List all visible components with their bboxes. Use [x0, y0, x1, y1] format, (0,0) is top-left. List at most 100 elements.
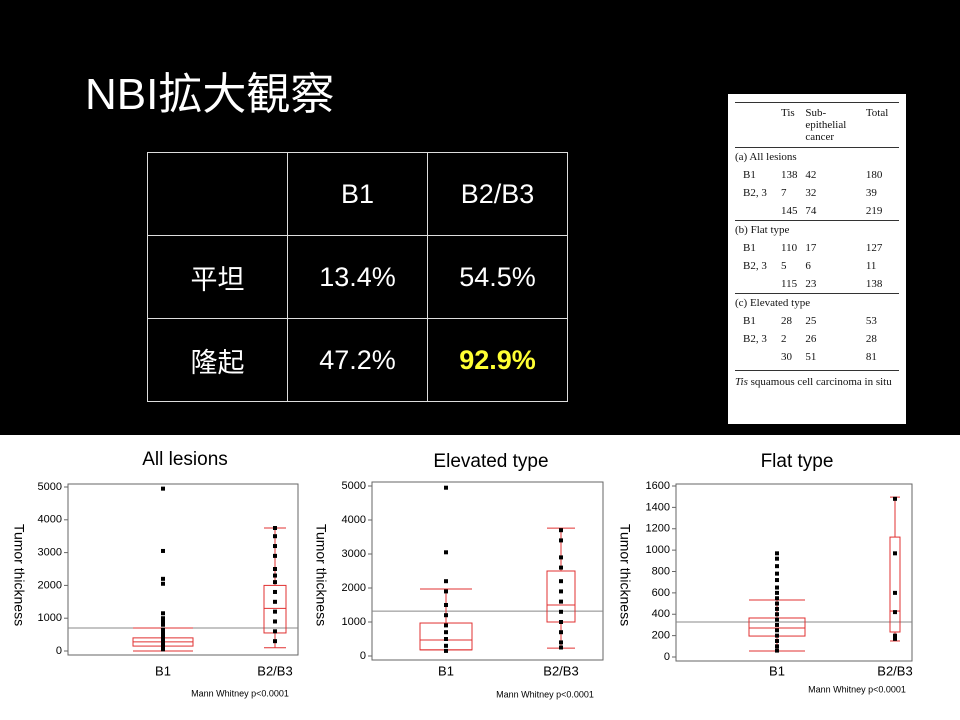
data-point: [273, 553, 277, 558]
data-point: [893, 496, 897, 501]
y-tick-label: 5000: [38, 481, 62, 493]
section-row: (a) All lesions: [735, 148, 899, 167]
data-point: [559, 528, 563, 533]
data-point: [444, 579, 448, 584]
y-axis-label: Tumor thickness: [617, 524, 633, 626]
cell: 54.5%: [427, 235, 568, 319]
data-point: [273, 619, 277, 624]
data-point: [775, 571, 779, 576]
inset-cell: 138: [865, 278, 883, 290]
y-tick-label: 200: [652, 630, 670, 642]
inset-header: Tis Sub- epithelial cancer Total: [735, 102, 899, 148]
data-point: [273, 589, 277, 594]
inset-col: Sub- epithelial cancer: [805, 102, 866, 148]
section-title: (c) Elevated type: [735, 293, 899, 312]
inset-table: Tis Sub- epithelial cancer Total (a) All le…: [728, 94, 906, 424]
data-point: [444, 643, 448, 648]
inset-cell: 180: [865, 169, 883, 181]
inset-cell: 30: [781, 351, 792, 363]
data-point: [559, 630, 563, 635]
inset-row: B2, 3 5 6 11: [735, 257, 899, 275]
y-tick-label: 1000: [342, 616, 366, 628]
data-point: [161, 616, 165, 621]
row: 平坦 13.4% 54.5%: [147, 235, 568, 319]
data-point: [161, 611, 165, 616]
inset-cell: 219: [865, 205, 883, 217]
inset-cell: 17: [805, 242, 817, 254]
column-header: B2/B3: [427, 152, 568, 236]
data-point: [775, 622, 779, 627]
x-tick-label: B2/B3: [877, 663, 912, 678]
inset-col: Total: [865, 102, 899, 148]
inset-label: B2, 3: [743, 260, 767, 272]
y-tick-label: 1600: [646, 480, 670, 492]
data-point: [775, 644, 779, 649]
y-tick-label: 0: [56, 645, 62, 657]
inset-row: B2, 3 7 32 39: [735, 184, 899, 202]
inset-note: Tis squamous cell carcinoma in situ: [735, 370, 899, 390]
data-point: [444, 630, 448, 635]
inset-cell: 53: [865, 315, 877, 327]
inset-row: B1 28 25 53: [735, 312, 899, 330]
data-point: [444, 589, 448, 594]
inset-cell: 81: [865, 351, 877, 363]
inset-cell: 7: [781, 187, 787, 199]
inset-cell: 74: [805, 205, 817, 217]
data-point: [161, 548, 165, 553]
section-row: (c) Elevated type: [735, 293, 899, 312]
inset-row: 145 74 219: [735, 202, 899, 221]
data-point: [444, 648, 448, 653]
data-point: [775, 578, 779, 583]
inset-cell: 11: [865, 260, 877, 272]
data-point: [559, 538, 563, 543]
inset-row: 115 23 138: [735, 275, 899, 294]
chart-title: Elevated type: [433, 451, 548, 472]
inset-label: B1: [743, 315, 756, 327]
inset-label: B1: [743, 242, 756, 254]
y-tick-label: 400: [652, 608, 670, 620]
data-point: [775, 551, 779, 556]
y-axis-label: Tumor thickness: [11, 524, 27, 626]
inset-cell: 39: [865, 187, 877, 199]
inset-cell: 138: [781, 169, 798, 181]
data-point: [559, 640, 563, 645]
y-tick-label: 800: [652, 565, 670, 577]
y-tick-label: 1400: [646, 501, 670, 513]
note-term: Tis: [735, 376, 748, 388]
y-tick-label: 4000: [342, 514, 366, 526]
y-tick-label: 2000: [38, 579, 62, 591]
y-tick-label: 0: [360, 650, 366, 662]
inset-cell: 145: [781, 205, 798, 217]
data-point: [273, 534, 277, 539]
inset-cell: 6: [805, 260, 811, 272]
corner-cell: [147, 152, 288, 236]
data-point: [775, 648, 779, 653]
section-title: (a) All lesions: [735, 151, 797, 163]
data-point: [161, 647, 165, 652]
data-point: [273, 599, 277, 604]
y-axis-label: Tumor thickness: [313, 524, 329, 626]
data-point: [161, 486, 165, 491]
chart-title: All lesions: [142, 449, 228, 470]
row-label: 隆起: [147, 318, 288, 402]
y-tick-label: 600: [652, 587, 670, 599]
box: [889, 536, 901, 633]
y-tick-label: 2000: [342, 582, 366, 594]
x-tick-label: B1: [769, 663, 785, 678]
data-point: [559, 579, 563, 584]
data-point: [775, 628, 779, 633]
data-point: [273, 639, 277, 644]
data-point: [161, 619, 165, 624]
inset-label: B1: [743, 169, 756, 181]
inset-cell: 51: [805, 351, 817, 363]
slide-title: NBI拡大観察: [85, 70, 335, 119]
footnote: Mann Whitney p<0.0001: [808, 684, 906, 694]
inset-cell: 127: [865, 242, 883, 254]
inset-cell: 5: [781, 260, 787, 272]
data-point: [775, 612, 779, 617]
inset-cell: 110: [781, 242, 798, 254]
section-row: (b) Flat type: [735, 220, 899, 239]
data-point: [559, 609, 563, 614]
data-point: [161, 622, 165, 627]
